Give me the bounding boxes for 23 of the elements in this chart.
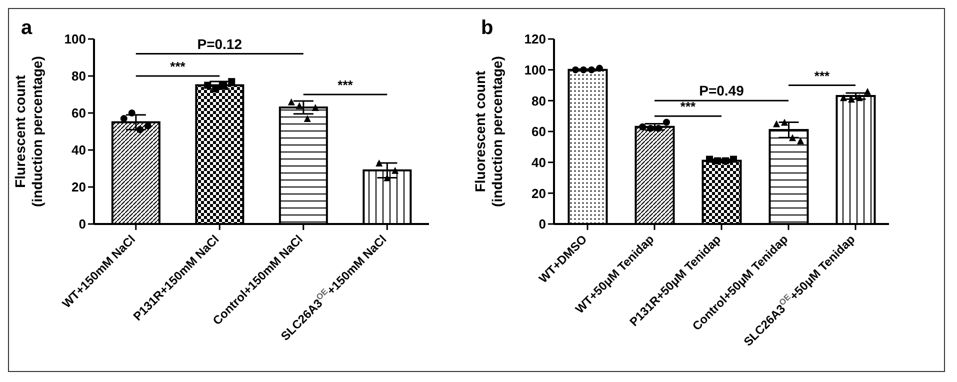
y-tick-label: 40 xyxy=(72,142,86,158)
y-tick-label: 40 xyxy=(532,154,546,170)
y-tick-label: 20 xyxy=(532,186,546,201)
y-axis-title: Fluorescent count (induction percentage) xyxy=(472,56,505,207)
y-tick-label: 60 xyxy=(72,106,86,121)
y-tick-label: 20 xyxy=(72,180,86,195)
chart-title: a xyxy=(21,17,32,40)
annotation: *** xyxy=(680,99,697,114)
chart-title: b xyxy=(481,17,494,40)
y-tick-label: 100 xyxy=(524,62,546,78)
y-tick-label: 0 xyxy=(538,216,546,232)
y-tick-label: 100 xyxy=(64,32,86,47)
y-tick-label: 0 xyxy=(78,216,86,232)
annotation: *** xyxy=(170,59,186,74)
y-axis-title: Flurescent count (induction percentage) xyxy=(12,56,45,207)
y-tick-label: 80 xyxy=(532,93,546,108)
annotation: *** xyxy=(338,78,354,92)
y-tick-label: 80 xyxy=(72,68,86,84)
annotation: P=0.49 xyxy=(699,82,744,99)
y-tick-label: 60 xyxy=(532,124,546,140)
annotation: P=0.12 xyxy=(197,36,242,52)
annotation: *** xyxy=(814,68,831,84)
y-tick-label: 120 xyxy=(524,32,546,47)
